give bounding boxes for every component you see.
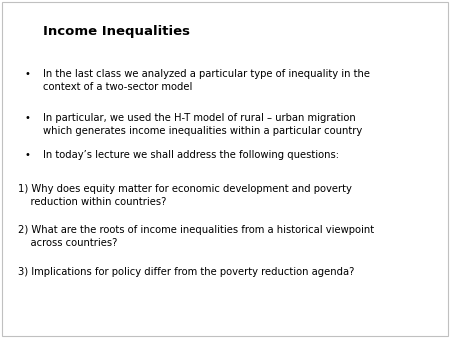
FancyBboxPatch shape: [2, 2, 448, 336]
Text: •: •: [25, 113, 31, 123]
Text: 3) Implications for policy differ from the poverty reduction agenda?: 3) Implications for policy differ from t…: [18, 267, 355, 277]
Text: Income Inequalities: Income Inequalities: [43, 25, 190, 38]
Text: 2) What are the roots of income inequalities from a historical viewpoint
    acr: 2) What are the roots of income inequali…: [18, 225, 374, 247]
Text: In particular, we used the H-T model of rural – urban migration
which generates : In particular, we used the H-T model of …: [43, 113, 362, 136]
Text: In the last class we analyzed a particular type of inequality in the
context of : In the last class we analyzed a particul…: [43, 69, 370, 92]
Text: •: •: [25, 150, 31, 161]
Text: •: •: [25, 69, 31, 79]
Text: In today’s lecture we shall address the following questions:: In today’s lecture we shall address the …: [43, 150, 339, 161]
Text: 1) Why does equity matter for economic development and poverty
    reduction wit: 1) Why does equity matter for economic d…: [18, 184, 352, 207]
